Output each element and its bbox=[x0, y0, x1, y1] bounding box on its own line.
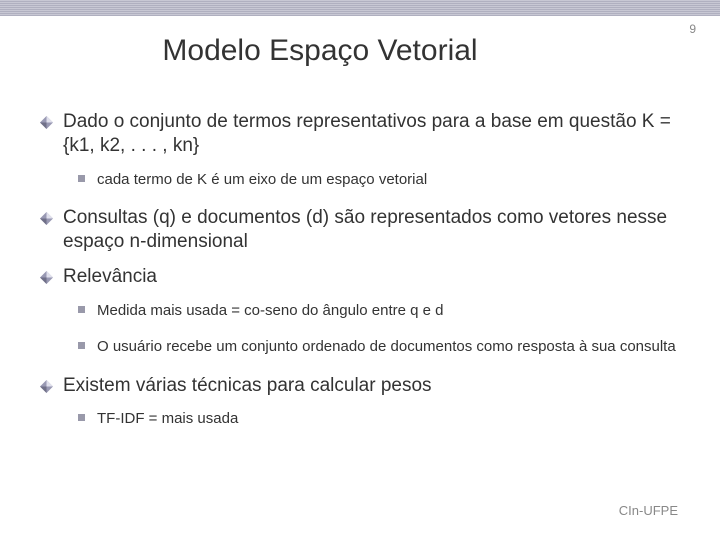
square-icon bbox=[78, 306, 85, 313]
bullet-text: Relevância bbox=[63, 265, 680, 289]
bullet-l1: Dado o conjunto de termos representativo… bbox=[40, 110, 680, 158]
bullet-text: O usuário recebe um conjunto ordenado de… bbox=[97, 337, 680, 357]
bullet-text: cada termo de K é um eixo de um espaço v… bbox=[97, 170, 680, 190]
bullet-l1: Existem várias técnicas para calcular pe… bbox=[40, 374, 680, 398]
square-icon bbox=[78, 175, 85, 182]
diamond-icon bbox=[40, 380, 53, 393]
bullet-text: Existem várias técnicas para calcular pe… bbox=[63, 374, 680, 398]
bullet-l2: Medida mais usada = co-seno do ângulo en… bbox=[78, 301, 680, 321]
slide-content: Dado o conjunto de termos representativo… bbox=[0, 110, 720, 430]
bullet-l2: TF-IDF = mais usada bbox=[78, 409, 680, 429]
bullet-text: TF-IDF = mais usada bbox=[97, 409, 680, 429]
bullet-l2: O usuário recebe um conjunto ordenado de… bbox=[78, 337, 680, 357]
diamond-icon bbox=[40, 271, 53, 284]
slide-title: Modelo Espaço Vetorial bbox=[0, 34, 720, 68]
page-number: 9 bbox=[689, 22, 696, 36]
square-icon bbox=[78, 414, 85, 421]
square-icon bbox=[78, 342, 85, 349]
bullet-text: Medida mais usada = co-seno do ângulo en… bbox=[97, 301, 680, 321]
bullet-l1: Relevância bbox=[40, 265, 680, 289]
diamond-icon bbox=[40, 116, 53, 129]
bullet-text: Dado o conjunto de termos representativo… bbox=[63, 110, 680, 158]
bullet-text: Consultas (q) e documentos (d) são repre… bbox=[63, 206, 680, 254]
diamond-icon bbox=[40, 212, 53, 225]
bullet-l1: Consultas (q) e documentos (d) são repre… bbox=[40, 206, 680, 254]
footer-text: CIn-UFPE bbox=[619, 503, 678, 518]
slide-topbar bbox=[0, 0, 720, 16]
bullet-l2: cada termo de K é um eixo de um espaço v… bbox=[78, 170, 680, 190]
